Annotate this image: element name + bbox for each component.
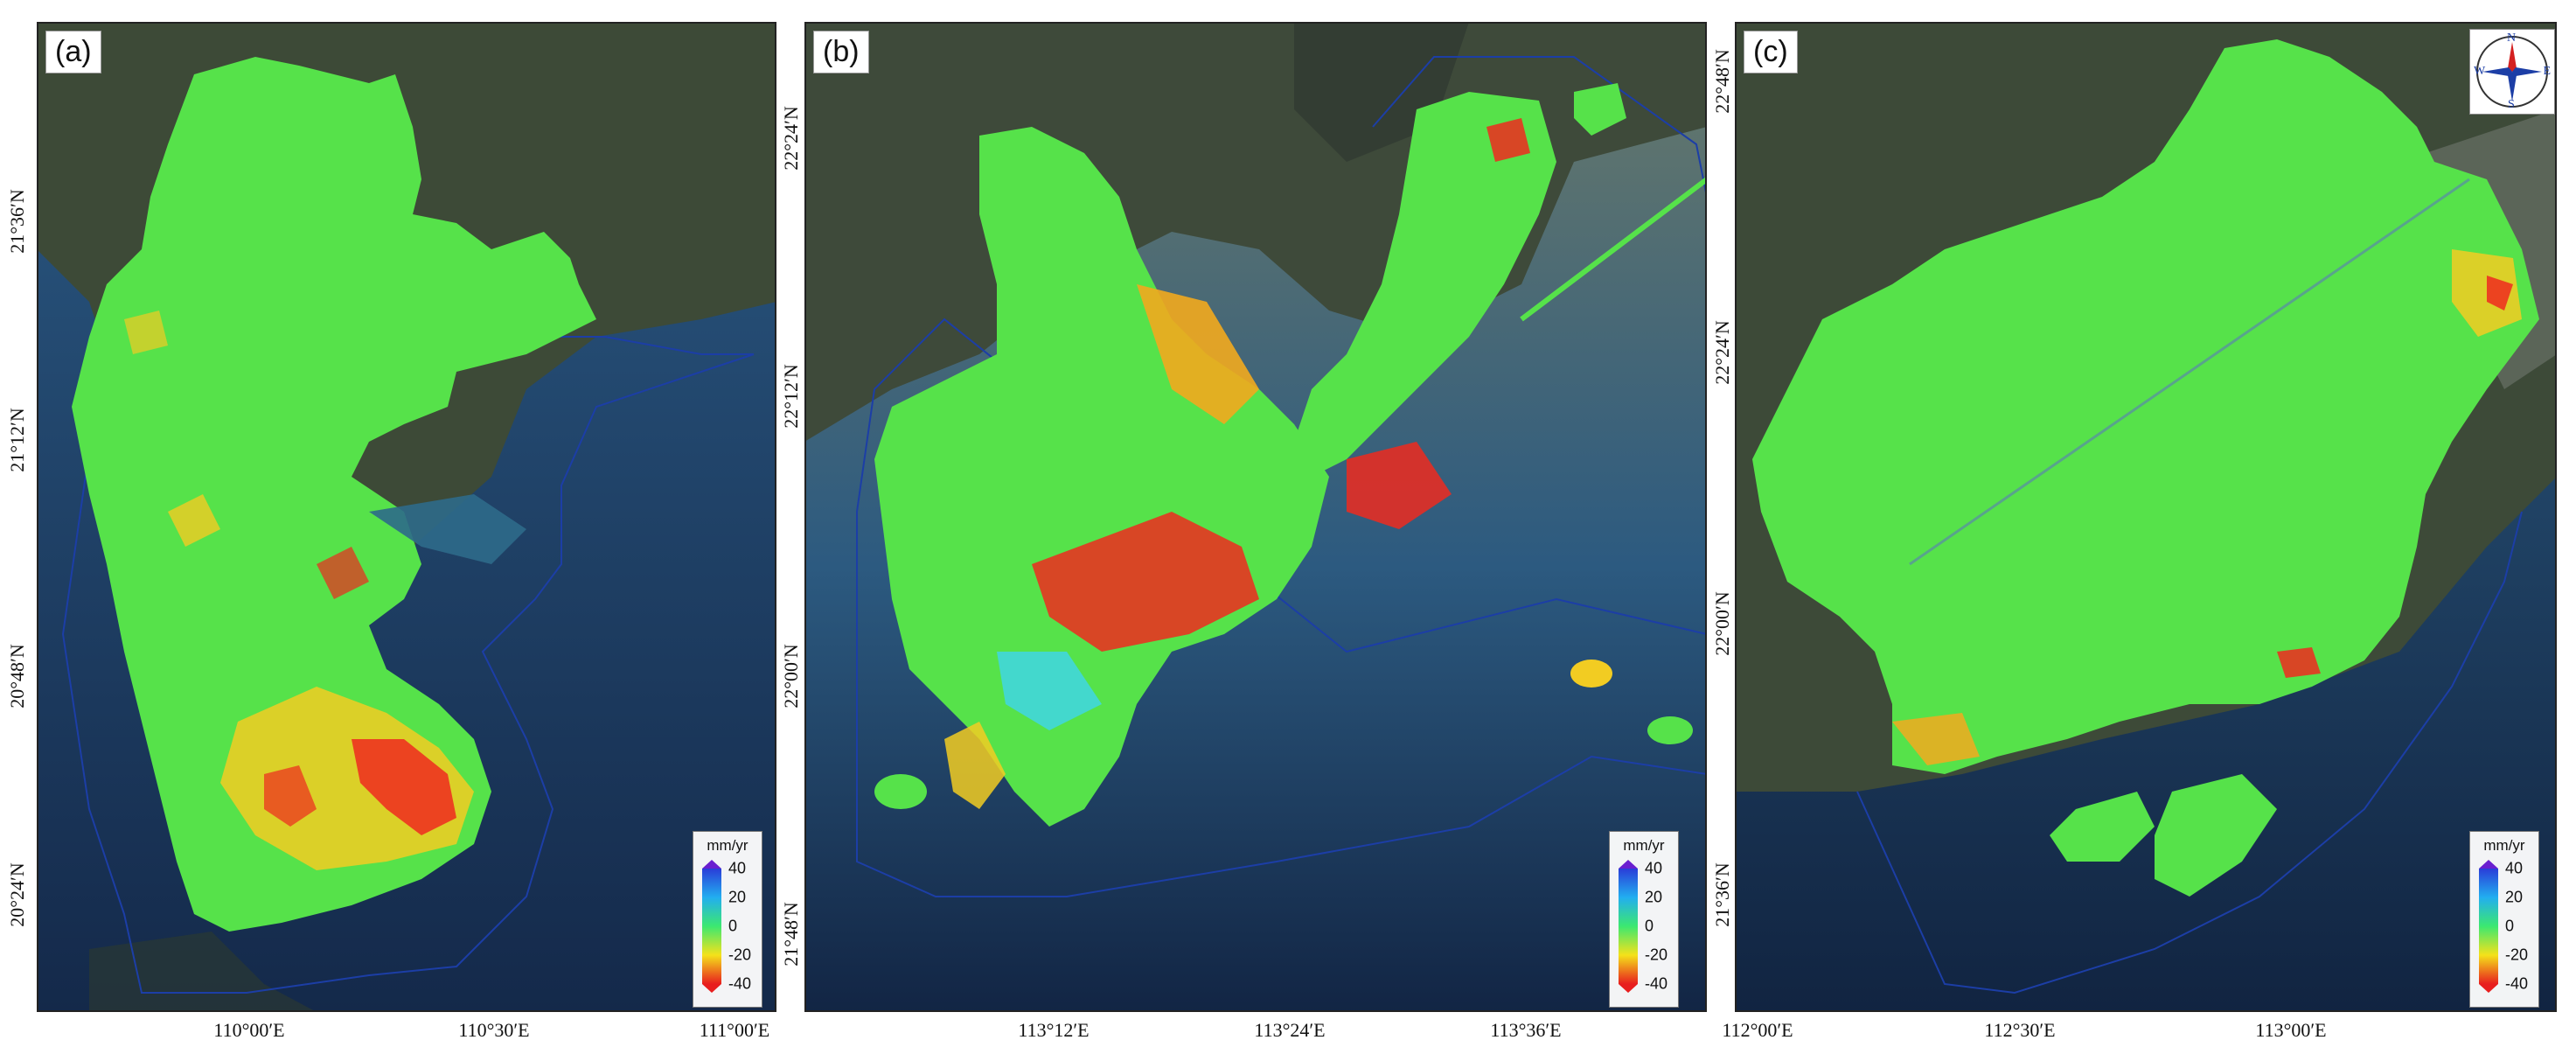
legend: mm/yr 40 20 0 -20 -40 <box>693 831 762 1008</box>
lat-label: 20°48′N <box>6 644 28 708</box>
map-b <box>804 22 1707 1012</box>
legend-unit: mm/yr <box>1623 837 1665 854</box>
island-south-1 <box>874 774 927 809</box>
island-east-1 <box>1570 660 1612 688</box>
lat-label: 22°12′N <box>780 364 802 429</box>
subsidence-strong-2 <box>264 765 317 827</box>
panel-a: (a) mm/yr 40 20 0 -20 -40 <box>37 22 776 1012</box>
subsidence-strong-east <box>1347 442 1452 529</box>
legend-tick-m40: -40 <box>2505 974 2529 993</box>
deformation-field-west <box>874 127 1329 827</box>
north-arrow-compass: N S W E <box>2469 29 2555 115</box>
uplift-area <box>997 652 1102 730</box>
lat-label: 22°00′N <box>780 644 802 708</box>
lon-label: 111°00′E <box>699 1019 770 1041</box>
legend-tick-m20: -20 <box>728 946 752 964</box>
island-east-2 <box>1647 716 1693 744</box>
subsidence-spot-b2 <box>944 722 1006 809</box>
legend: mm/yr 40 20 0 -20 -40 <box>2469 831 2539 1008</box>
compass-s: S <box>2508 98 2515 111</box>
compass-rose-icon <box>2476 36 2548 108</box>
subsidence-strong <box>1032 512 1259 652</box>
bridge-line <box>1520 177 1707 322</box>
lat-label: 20°24′N <box>6 862 28 927</box>
river-estuary <box>369 494 526 564</box>
legend-tick-40: 40 <box>728 859 747 877</box>
legend: mm/yr 40 20 0 -20 -40 <box>1609 831 1679 1008</box>
lon-label: 113°12′E <box>1018 1019 1090 1041</box>
lon-label: 112°00′E <box>1722 1019 1793 1041</box>
subsidence-spot-a2 <box>124 311 168 354</box>
legend-tick-0: 0 <box>728 917 738 935</box>
legend-tick-20: 20 <box>728 888 747 906</box>
legend-tick-0: 0 <box>1645 917 1654 935</box>
subsidence-coast <box>1892 713 1980 765</box>
lon-label: 112°30′E <box>1984 1019 2056 1041</box>
island-1 <box>2050 792 2155 862</box>
panel-c: (c) N S W E mm/yr 40 2 <box>1735 22 2557 1012</box>
lon-label: 113°36′E <box>1490 1019 1562 1041</box>
study-area-boundary <box>61 283 755 994</box>
compass-n: N <box>2507 31 2517 45</box>
lon-label: 110°30′E <box>458 1019 530 1041</box>
map-a <box>37 22 776 1012</box>
lat-label: 22°24′N <box>1711 320 1733 385</box>
legend-colorbar <box>1619 860 1638 993</box>
lat-label: 21°36′N <box>1711 862 1733 927</box>
subsidence-spot-a1 <box>168 494 220 547</box>
lat-label: 22°48′N <box>1711 49 1733 114</box>
lat-label: 21°12′N <box>6 408 28 472</box>
legend-colorbar <box>2479 860 2498 993</box>
river <box>1909 178 2470 566</box>
legend-tick-0: 0 <box>2505 917 2515 935</box>
panel-b: (b) mm/yr 40 20 0 -20 -40 <box>804 22 1707 1012</box>
legend-tick-40: 40 <box>2505 859 2524 877</box>
study-area-boundary-north <box>1372 56 1707 198</box>
subsidence-moderate <box>1137 284 1259 424</box>
lon-label: 110°00′E <box>213 1019 285 1041</box>
legend-tick-m40: -40 <box>1645 974 1668 993</box>
lat-label: 21°48′N <box>780 902 802 967</box>
deformation-field <box>72 57 596 932</box>
legend-unit: mm/yr <box>2483 837 2525 854</box>
deformation-patch-ne <box>1574 83 1626 136</box>
lat-label: 21°36′N <box>6 189 28 254</box>
island-2 <box>2155 774 2277 897</box>
panel-label: (b) <box>813 31 869 73</box>
subsidence-spot-c1 <box>2277 647 2321 678</box>
panel-label: (a) <box>45 31 101 73</box>
lat-label: 22°00′N <box>1711 591 1733 656</box>
legend-colorbar <box>702 860 721 993</box>
deformation-field-east <box>1294 92 1556 477</box>
legend-tick-m20: -20 <box>1645 946 1668 964</box>
subsidence-spot-b1 <box>1486 118 1530 162</box>
study-area-boundary <box>1856 511 2523 995</box>
lon-label: 113°00′E <box>2255 1019 2327 1041</box>
deformation-field <box>1752 39 2539 774</box>
subsidence-spot-a3 <box>317 547 369 599</box>
legend-tick-40: 40 <box>1645 859 1663 877</box>
legend-unit: mm/yr <box>707 837 748 854</box>
panel-label: (c) <box>1744 31 1798 73</box>
subsidence-strong <box>2487 276 2513 311</box>
lon-label: 113°24′E <box>1254 1019 1326 1041</box>
legend-tick-m20: -20 <box>2505 946 2529 964</box>
legend-tick-20: 20 <box>2505 888 2524 906</box>
map-c <box>1735 22 2557 1012</box>
compass-e: E <box>2543 65 2551 78</box>
legend-tick-20: 20 <box>1645 888 1663 906</box>
lat-label: 22°24′N <box>780 106 802 171</box>
subsidence-strong <box>352 739 456 835</box>
legend-tick-m40: -40 <box>728 974 752 993</box>
compass-w: W <box>2474 65 2486 78</box>
